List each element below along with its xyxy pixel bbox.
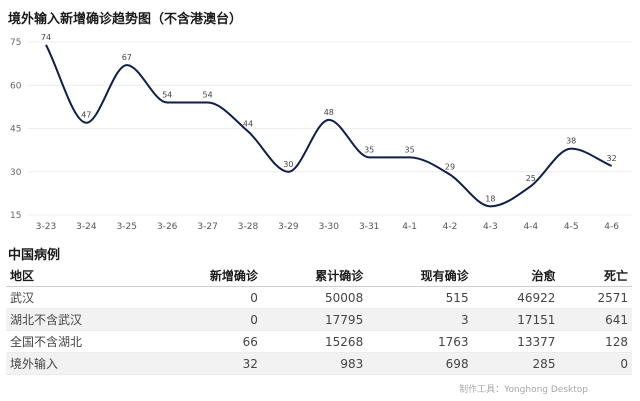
- case-stats-table: 地区 新增确诊 累计确诊 现有确诊 治愈 死亡 武汉 0 50008 515 46922 2571 湖…: [6, 264, 632, 375]
- column-header: 现有确诊: [367, 264, 473, 287]
- table-cell: 0: [559, 352, 632, 375]
- data-label: 29: [445, 163, 455, 172]
- x-tick-label: 3-27: [197, 222, 217, 232]
- table-cell: 0: [156, 308, 262, 331]
- column-header: 累计确诊: [261, 264, 368, 287]
- x-tick-label: 3-25: [117, 222, 137, 232]
- x-tick-label: 3-29: [278, 222, 299, 232]
- x-tick-label: 4-3: [483, 222, 498, 232]
- footer-credit: 制作工具：Yonghong Desktop: [459, 385, 588, 395]
- table-cell: 1763: [367, 330, 473, 353]
- table-cell: 17151: [472, 308, 560, 331]
- column-header: 治愈: [472, 264, 560, 287]
- table-cell: 641: [559, 308, 632, 331]
- table-cell: 66: [156, 330, 262, 353]
- x-tick-label: 3-26: [157, 222, 178, 232]
- table-cell: 515: [367, 286, 473, 309]
- y-tick-label: 15: [10, 211, 21, 221]
- x-tick-label: 3-31: [359, 222, 379, 232]
- data-label: 74: [41, 33, 51, 42]
- x-tick-label: 4-5: [564, 222, 579, 232]
- x-tick-label: 4-1: [402, 222, 417, 232]
- table-cell: 32: [156, 352, 262, 375]
- table-cell: 2571: [559, 286, 632, 309]
- table-cell: 0: [156, 286, 262, 309]
- table-cell: 983: [261, 352, 368, 375]
- data-label: 54: [203, 91, 213, 100]
- data-label: 54: [162, 91, 172, 100]
- chart-title: 境外输入新增确诊趋势图（不含港澳台）: [8, 12, 243, 27]
- data-label: 35: [405, 145, 415, 154]
- table-section-title: 中国病例: [8, 248, 61, 263]
- data-label: 38: [566, 137, 576, 146]
- column-header: 地区: [6, 264, 157, 287]
- table-cell: 698: [367, 352, 473, 375]
- table-cell: 3: [367, 308, 473, 331]
- grid-lines: [28, 41, 632, 216]
- data-label: 35: [364, 145, 374, 154]
- data-label: 18: [485, 194, 495, 203]
- table-cell: 285: [472, 352, 560, 375]
- data-label: 32: [607, 154, 617, 163]
- table-cell: 46922: [472, 286, 560, 309]
- table-cell: 50008: [261, 286, 368, 309]
- y-tick-label: 75: [10, 38, 21, 48]
- data-labels: 74 47 67 54 54 44 30 48 35 35 29 18 25 38 32: [41, 33, 617, 203]
- table-row: 湖北不含武汉 0 17795 3 17151 641: [6, 308, 632, 331]
- table-cell: 全国不含湖北: [6, 330, 157, 353]
- table-cell: 武汉: [6, 286, 157, 309]
- table-row: 武汉 0 50008 515 46922 2571: [6, 286, 632, 309]
- x-tick-label: 3-28: [238, 222, 259, 232]
- column-header: 死亡: [559, 264, 632, 287]
- x-tick-label: 3-23: [36, 222, 56, 232]
- x-tick-label: 4-6: [604, 222, 619, 232]
- y-tick-label: 45: [10, 125, 21, 135]
- y-tick-label: 60: [10, 81, 22, 91]
- data-label: 30: [283, 160, 293, 169]
- data-label: 47: [81, 111, 91, 120]
- table-cell: 17795: [261, 308, 368, 331]
- column-header: 新增确诊: [156, 264, 262, 287]
- table-row: 全国不含湖北 66 15268 1763 13377 128: [6, 330, 632, 353]
- table-cell: 128: [559, 330, 632, 353]
- data-label: 25: [526, 174, 536, 183]
- x-tick-label: 3-24: [76, 222, 97, 232]
- table-cell: 湖北不含武汉: [6, 308, 157, 331]
- data-label: 48: [324, 108, 334, 117]
- data-label: 67: [122, 53, 132, 62]
- table-cell: 13377: [472, 330, 560, 353]
- x-tick-label: 4-2: [443, 222, 458, 232]
- y-axis-ticks: 15 30 45 60 75: [10, 38, 22, 221]
- y-tick-label: 30: [10, 168, 22, 178]
- x-tick-label: 3-30: [319, 222, 340, 232]
- table-cell: 境外输入: [6, 352, 157, 375]
- table-row: 境外输入 32 983 698 285 0: [6, 352, 632, 375]
- table-cell: 15268: [261, 330, 368, 353]
- table-header-row: 地区 新增确诊 累计确诊 现有确诊 治愈 死亡: [6, 264, 632, 287]
- series-line: [45, 44, 612, 208]
- data-label: 44: [243, 119, 253, 128]
- x-axis-ticks: 3-23 3-24 3-25 3-26 3-27 3-28 3-29 3-30 3-31 4-1 4…: [36, 222, 619, 232]
- x-tick-label: 4-4: [523, 222, 538, 232]
